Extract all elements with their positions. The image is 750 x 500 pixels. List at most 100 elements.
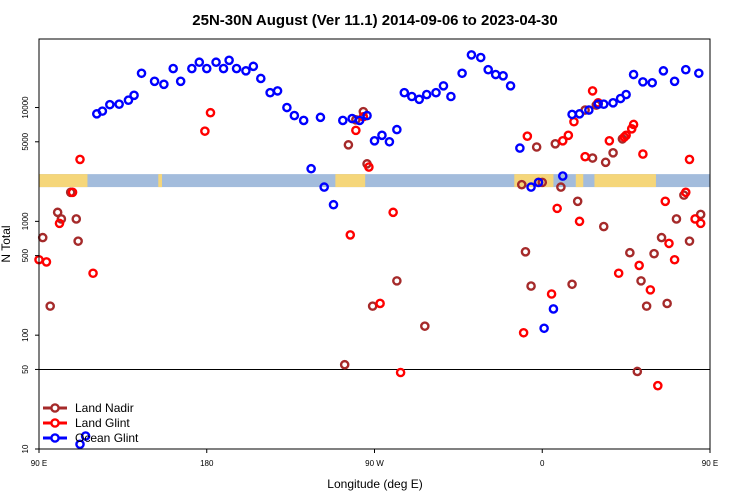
- data-point: [80, 431, 91, 441]
- data-point: [584, 105, 594, 115]
- data-point: [75, 154, 85, 165]
- data-point: [282, 102, 292, 113]
- y-tick-label: 50: [21, 364, 30, 373]
- data-point: [664, 238, 674, 249]
- data-point: [662, 298, 672, 309]
- data-point: [457, 68, 467, 79]
- data-point: [211, 57, 221, 68]
- data-point: [490, 69, 501, 80]
- y-axis: 10 50 100 500 1000 5000 10000: [21, 96, 39, 453]
- data-point: [567, 109, 577, 120]
- data-point: [690, 214, 700, 224]
- data-point: [694, 68, 704, 79]
- data-point: [574, 216, 585, 227]
- data-point: [557, 171, 568, 181]
- y-tick-label: 100: [21, 328, 30, 342]
- data-point: [41, 257, 52, 267]
- data-point: [45, 301, 55, 311]
- data-point: [653, 380, 663, 391]
- data-point: [289, 110, 300, 121]
- data-point: [224, 55, 234, 66]
- data-point: [641, 301, 652, 311]
- data-point: [695, 209, 706, 220]
- legend-label: Ocean Glint: [75, 431, 139, 445]
- data-point: [598, 99, 609, 109]
- data-point: [533, 177, 544, 188]
- data-point: [634, 260, 644, 271]
- data-point: [466, 50, 477, 60]
- data-point: [414, 94, 425, 105]
- y-tick-label: 1000: [21, 212, 30, 230]
- band-land-segment: [575, 174, 584, 188]
- data-point: [339, 359, 350, 370]
- data-point: [625, 247, 635, 258]
- data-point: [272, 86, 283, 96]
- data-point: [684, 154, 695, 165]
- data-point: [548, 304, 559, 314]
- data-point: [392, 276, 402, 286]
- data-point: [392, 124, 402, 135]
- data-point: [621, 89, 631, 100]
- data-point: [338, 115, 348, 126]
- data-point: [526, 182, 536, 192]
- data-point: [546, 289, 557, 299]
- legend-marker: [50, 403, 60, 413]
- data-point: [608, 98, 618, 108]
- data-point: [71, 214, 82, 224]
- data-point: [645, 285, 656, 295]
- data-point: [241, 66, 251, 76]
- data-point: [660, 196, 671, 207]
- data-point: [362, 110, 372, 121]
- legend-marker: [50, 418, 60, 428]
- data-point: [656, 232, 667, 243]
- data-point: [537, 177, 548, 188]
- data-point: [187, 63, 197, 74]
- data-point: [88, 268, 98, 279]
- data-point: [587, 86, 598, 96]
- data-point: [658, 66, 669, 76]
- x-axis: 90 E 180 90 W 0 90 E: [31, 449, 718, 468]
- data-point: [351, 125, 361, 136]
- data-point: [315, 112, 326, 123]
- data-point: [628, 69, 639, 80]
- data-point: [420, 321, 430, 331]
- legend-marker: [50, 433, 60, 443]
- legend-label: Land Glint: [75, 416, 130, 430]
- data-point: [669, 254, 680, 265]
- legend-item: Ocean Glint: [43, 431, 139, 445]
- data-point: [446, 91, 456, 102]
- data-point: [354, 115, 365, 126]
- data-point: [175, 76, 186, 87]
- y-tick-label: 10000: [21, 96, 30, 119]
- data-point: [552, 203, 562, 214]
- data-point: [649, 248, 659, 259]
- data-point: [248, 61, 259, 72]
- series-land-glint: [34, 86, 706, 391]
- x-tick-label: 90 W: [365, 459, 384, 468]
- data-point: [328, 199, 339, 210]
- data-point: [632, 366, 643, 377]
- data-point: [205, 107, 216, 118]
- legend-label: Land Nadir: [75, 401, 134, 415]
- series-ocean-glint: [75, 50, 704, 450]
- data-point: [604, 136, 615, 146]
- data-point: [367, 301, 378, 311]
- data-point: [37, 232, 48, 243]
- data-point: [587, 153, 598, 163]
- data-point: [75, 439, 85, 450]
- data-point: [388, 207, 398, 218]
- data-point: [572, 196, 583, 207]
- data-point: [306, 163, 316, 174]
- data-point: [421, 89, 432, 100]
- data-points: [34, 50, 706, 450]
- data-point: [194, 57, 205, 68]
- y-tick-label: 500: [21, 248, 30, 262]
- data-point: [399, 87, 410, 98]
- data-point: [593, 99, 603, 109]
- data-point: [395, 367, 406, 378]
- band-land-segment: [335, 174, 366, 188]
- data-point: [520, 247, 531, 257]
- data-point: [638, 149, 648, 159]
- data-point: [200, 126, 210, 136]
